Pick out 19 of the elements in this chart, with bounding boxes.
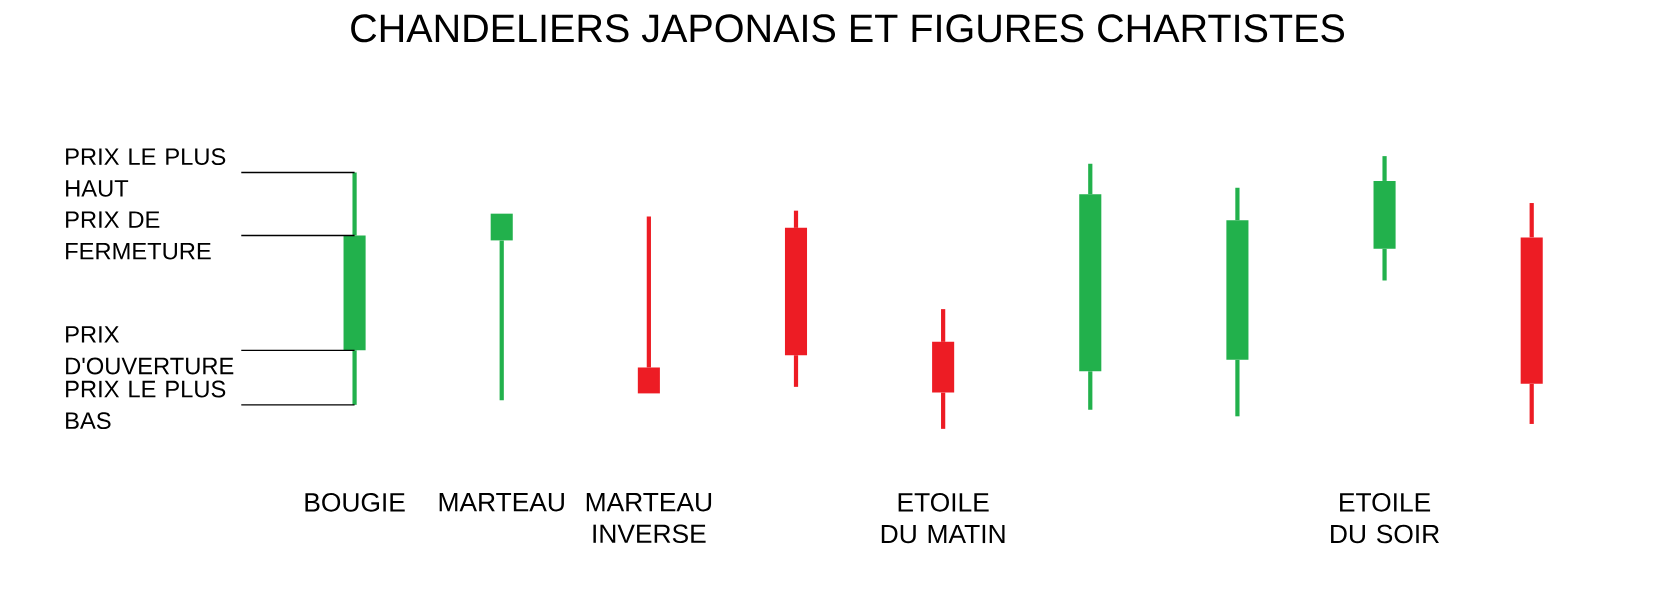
- candlestick: [1373, 156, 1396, 281]
- candlestick: [1079, 163, 1102, 410]
- x-tick-label: MARTEAU INVERSE: [586, 493, 712, 544]
- x-tick-label: ETOILE DU SOIR: [1331, 493, 1439, 544]
- candlestick: [932, 309, 955, 429]
- candlestick: [637, 216, 660, 394]
- chart-title: CHANDELIERS JAPONAIS ET FIGURES CHARTISTES: [351, 14, 1345, 43]
- candlestick: [1226, 187, 1249, 417]
- annotation: PRIX D'OUVERTURE: [66, 326, 234, 375]
- candlestick: [1520, 203, 1543, 424]
- annotation: PRIX LE PLUS HAUT: [66, 148, 226, 197]
- x-tick-label: ETOILE DU MATIN: [881, 493, 1005, 544]
- candlestick: [343, 172, 366, 405]
- x-tick-label: MARTEAU: [439, 493, 564, 512]
- candlestick: [784, 210, 808, 387]
- x-tick-label: BOUGIE: [305, 493, 405, 512]
- annotation: PRIX LE PLUS BAS: [66, 380, 226, 430]
- candlestick: [490, 213, 513, 401]
- annotation: PRIX DE FERMETURE: [66, 211, 211, 260]
